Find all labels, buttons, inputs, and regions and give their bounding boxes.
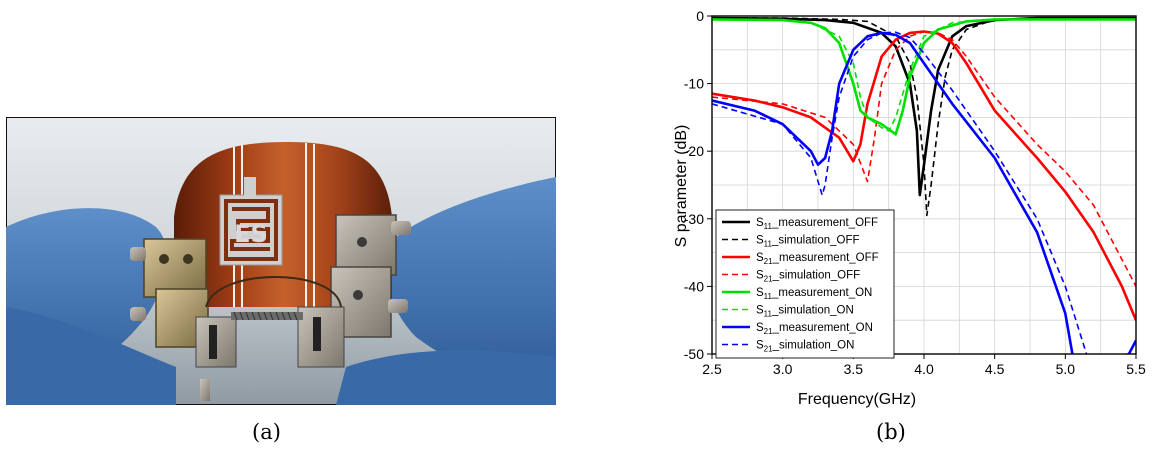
right-glove xyxy=(385,177,556,392)
legend-label-2: S21_measurement_OFF xyxy=(756,252,879,266)
legend: S11_measurement_OFF S11_simulation_OFF S21… xyxy=(715,209,895,359)
caption-b: (b) xyxy=(876,420,906,444)
legend-label-3: S21_simulation_OFF xyxy=(756,270,860,284)
y-tick-label: -40 xyxy=(684,278,704,294)
bent-substrate-edge xyxy=(205,276,342,308)
device-photo: ES xyxy=(5,116,557,406)
y-axis-label: S parameter (dB) xyxy=(673,125,690,248)
series-layer xyxy=(712,16,1136,354)
right-clamp xyxy=(297,214,411,368)
resonator-logo-text: ES xyxy=(234,220,268,248)
left-clamp xyxy=(130,238,237,401)
legend-label-7: S21_simulation_ON xyxy=(756,340,854,354)
tick-labels: 2.5 3.0 3.5 4.0 4.5 5.0 5.5 0 -10 -20 -30 -40 -50 xyxy=(684,8,1146,377)
x-tick-label: 4.5 xyxy=(985,361,1005,377)
left-glove-lower xyxy=(6,307,176,405)
x-axis-label: Frequency(GHz) xyxy=(798,391,916,408)
y-tick-label: -20 xyxy=(684,143,704,159)
x-tick-label: 3.0 xyxy=(773,361,793,377)
legend-label-1: S11_simulation_OFF xyxy=(756,235,860,249)
series-line-2 xyxy=(712,30,1136,321)
x-tick-label: 5.0 xyxy=(1056,361,1076,377)
legend-label-0: S11_measurement_OFF xyxy=(756,217,878,231)
series-line-1 xyxy=(712,17,1136,217)
legend-label-4: S11_measurement_ON xyxy=(756,287,872,301)
legend-box xyxy=(715,209,895,359)
y-tick-label: 0 xyxy=(696,8,704,24)
series-line-6 xyxy=(712,31,1136,354)
chart-panel: 2.5 3.0 3.5 4.0 4.5 5.0 5.5 0 -10 -20 -30 -40 -50 Fr… xyxy=(640,0,1152,453)
series-line-5 xyxy=(712,18,1136,132)
x-tick-label: 5.5 xyxy=(1126,361,1146,377)
series-line-3 xyxy=(712,30,1136,287)
resonator-pattern: ES xyxy=(219,177,283,266)
x-tick-label: 3.5 xyxy=(844,361,864,377)
caption-a: (a) xyxy=(252,420,281,444)
s-parameter-chart: 2.5 3.0 3.5 4.0 4.5 5.0 5.5 0 -10 -20 -30 -40 -50 Fr… xyxy=(673,8,1146,408)
right-glove-lower xyxy=(336,350,556,405)
y-tick-label: -30 xyxy=(684,211,704,227)
lead-screw xyxy=(231,311,303,321)
legend-label-6: S21_measurement_ON xyxy=(756,322,873,336)
x-tick-label: 2.5 xyxy=(702,361,722,377)
photo-panel: ES xyxy=(5,116,557,406)
y-tick-label: -50 xyxy=(684,346,704,362)
legend-label-5: S11_simulation_ON xyxy=(756,305,854,319)
y-tick-label: -10 xyxy=(684,76,704,92)
x-tick-label: 4.0 xyxy=(914,361,934,377)
